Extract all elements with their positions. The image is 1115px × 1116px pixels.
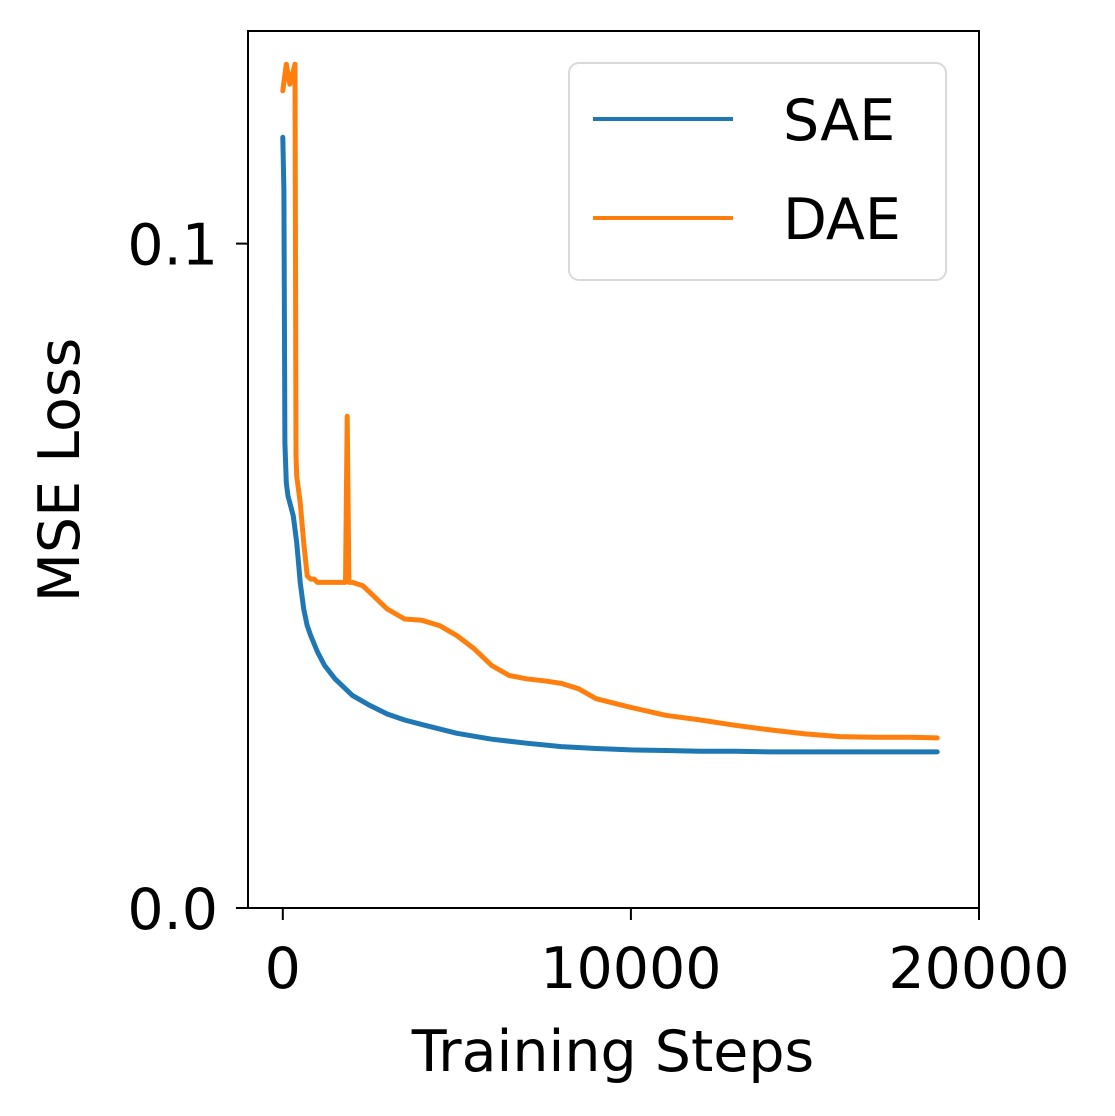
- y-tick-label: 0.1: [127, 213, 218, 279]
- series-layer: [280, 61, 940, 755]
- y-axis-label: MSE Loss: [27, 338, 93, 603]
- x-tick-label: 10000: [540, 936, 721, 1002]
- x-axis-label: Training Steps: [411, 1019, 815, 1085]
- x-tick-label: 0: [265, 936, 301, 1002]
- x-tick-label: 20000: [888, 936, 1069, 1002]
- legend-label-sae: SAE: [783, 88, 895, 154]
- series-line-dae: [280, 61, 940, 741]
- axis-ticks: 0 10000 20000 0.0 0.1: [127, 213, 1069, 1002]
- y-tick-label: 0.0: [127, 877, 218, 943]
- legend: SAE DAE: [568, 62, 947, 281]
- legend-label-dae: DAE: [783, 187, 901, 253]
- plot-area-frame: [247, 30, 980, 909]
- series-line-sae: [280, 134, 940, 755]
